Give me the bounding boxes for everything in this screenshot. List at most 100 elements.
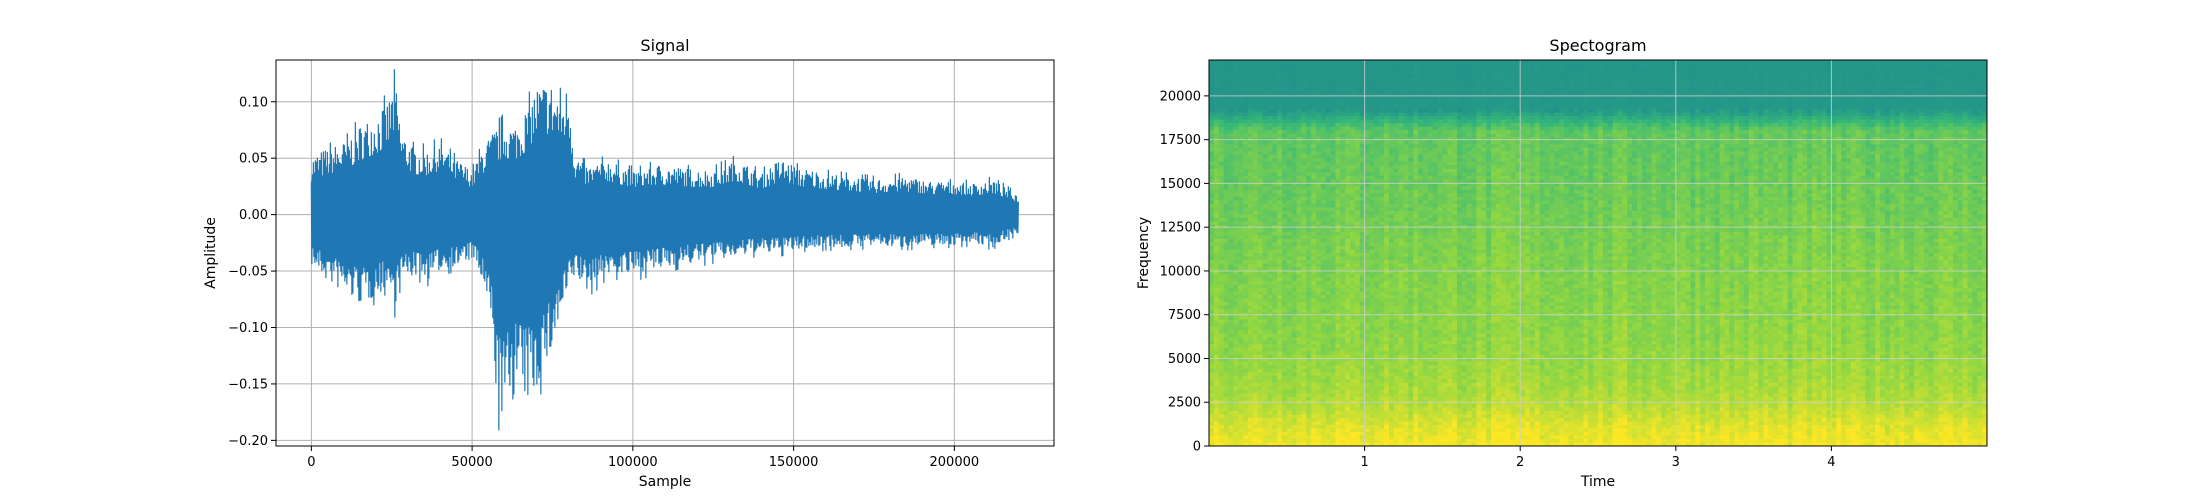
spectrogram-cell xyxy=(1588,116,1594,121)
spectrogram-cell xyxy=(1739,63,1745,68)
spectrogram-cell xyxy=(1350,165,1356,170)
spectrogram-cell xyxy=(1797,77,1803,82)
spectrogram-cell xyxy=(1471,165,1478,170)
spectrogram-cell xyxy=(1972,95,1978,100)
spectrogram-cell xyxy=(1622,81,1628,86)
spectrogram-cell xyxy=(1602,144,1609,149)
spectrogram-cell xyxy=(1739,133,1745,138)
spectrogram-cell xyxy=(1860,95,1867,100)
spectrogram-cell xyxy=(1252,133,1259,138)
spectrogram-cell xyxy=(1549,112,1555,117)
spectrogram-cell xyxy=(1709,81,1716,86)
spectrogram-cell xyxy=(1933,119,1939,124)
spectrogram-cell xyxy=(1350,133,1356,138)
spectrogram-cell xyxy=(1899,102,1905,107)
spectrogram-cell xyxy=(1311,126,1317,131)
spectrogram-cell xyxy=(1602,126,1609,131)
spectrogram-cell xyxy=(1952,161,1959,166)
spectrogram-cell xyxy=(1481,91,1487,96)
spectrogram-cell xyxy=(1447,67,1453,72)
spectrogram-cell xyxy=(1695,154,1701,159)
spectrogram-cell xyxy=(1374,144,1380,149)
spectrogram-cell xyxy=(1816,95,1823,100)
spectrogram-cell xyxy=(1777,105,1784,110)
spectrogram-cell xyxy=(1636,119,1643,124)
spectrogram-cell xyxy=(1330,165,1337,170)
spectrogram-cell xyxy=(1807,84,1813,89)
spectrogram-cell xyxy=(1359,147,1366,152)
spectrogram-cell xyxy=(1758,70,1764,75)
spectrogram-cell xyxy=(1641,123,1648,128)
spectrogram-cell xyxy=(1826,88,1832,93)
spectrogram-cell xyxy=(1593,119,1599,124)
spectrogram-cell xyxy=(1719,165,1726,170)
spectrogram-cell xyxy=(1695,161,1701,166)
spectrogram-cell xyxy=(1476,165,1482,170)
spectrogram-cell xyxy=(1500,133,1507,138)
spectrogram-cell xyxy=(1923,123,1930,128)
spectrogram-cell xyxy=(1938,91,1944,96)
spectrogram-cell xyxy=(1865,60,1871,65)
spectrogram-cell xyxy=(1651,95,1657,100)
spectrogram-cell xyxy=(1977,109,1983,114)
spectrogram-cell xyxy=(1461,151,1468,156)
spectrogram-cell xyxy=(1476,126,1482,131)
spectrogram-cell xyxy=(1952,151,1959,156)
spectrogram-cell xyxy=(1690,77,1696,82)
spectrogram-cell xyxy=(1826,98,1832,103)
spectrogram-cell xyxy=(1651,67,1657,72)
spectrogram-cell xyxy=(1880,151,1886,156)
spectrogram-cell xyxy=(1442,95,1448,100)
spectrogram-cell xyxy=(1238,60,1244,65)
spectrogram-cell xyxy=(1690,70,1696,75)
spectrogram-cell xyxy=(1393,154,1400,159)
spectrogram-cell xyxy=(1666,144,1672,149)
spectrogram-cell xyxy=(1875,126,1881,131)
spectrogram-cell xyxy=(1306,84,1312,89)
spectrogram-cell xyxy=(1831,133,1837,138)
spectrogram-cell xyxy=(1486,116,1492,121)
spectrogram-cell xyxy=(1845,144,1852,149)
spectrogram-cell xyxy=(1559,88,1565,93)
spectrogram-cell xyxy=(1938,88,1944,93)
spectrogram-cell xyxy=(1811,81,1818,86)
spectrogram-cell xyxy=(1607,161,1614,166)
spectrogram-cell xyxy=(1388,126,1395,131)
spectrogram-cell xyxy=(1510,88,1516,93)
spectrogram-cell xyxy=(1782,161,1789,166)
spectrogram-cell xyxy=(1685,109,1691,114)
spectrogram-cell xyxy=(1442,130,1448,135)
spectrogram-cell xyxy=(1267,77,1273,82)
spectrogram-cell xyxy=(1491,60,1497,65)
spectrogram-cell xyxy=(1690,60,1696,65)
spectrogram-cell xyxy=(1889,95,1896,100)
spectrogram-cell xyxy=(1209,88,1215,93)
spectrogram-cell xyxy=(1408,133,1414,138)
spectrogram-cell xyxy=(1573,95,1580,100)
spectrogram-cell xyxy=(1437,144,1443,149)
spectrogram-cell xyxy=(1452,151,1458,156)
spectrogram-cell xyxy=(1301,147,1307,152)
spectrogram-cell xyxy=(1632,91,1638,96)
spectrogram-cell xyxy=(1262,119,1268,124)
spectrogram-cell xyxy=(1811,67,1818,72)
spectrogram-cell xyxy=(1267,74,1273,79)
spectrogram-cell xyxy=(1578,126,1585,131)
spectrogram-cell xyxy=(1296,161,1302,166)
spectrogram-cell xyxy=(1734,140,1740,145)
spectrogram-cell xyxy=(1461,74,1468,79)
spectrogram-cell xyxy=(1923,91,1930,96)
spectrogram-cell xyxy=(1374,105,1380,110)
spectrogram-cell xyxy=(1894,63,1901,68)
spectrogram-cell xyxy=(1695,133,1701,138)
spectrogram-cell xyxy=(1384,98,1390,103)
spectrogram-cell xyxy=(1957,63,1964,68)
spectrogram-cell xyxy=(1899,119,1905,124)
spectrogram-cell xyxy=(1729,91,1735,96)
spectrogram-cell xyxy=(1758,60,1764,65)
spectrogram-cell xyxy=(1330,144,1337,149)
spectrogram-cell xyxy=(1573,112,1580,117)
spectrogram-cell xyxy=(1690,147,1696,152)
spectrogram-cell xyxy=(1739,60,1745,65)
spectrogram-cell xyxy=(1802,130,1808,135)
